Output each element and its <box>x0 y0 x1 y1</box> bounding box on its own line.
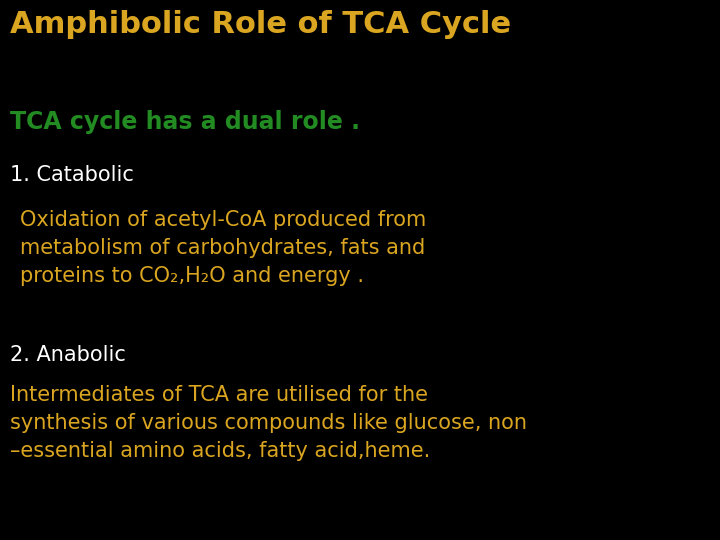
Text: Intermediates of TCA are utilised for the
synthesis of various compounds like gl: Intermediates of TCA are utilised for th… <box>10 385 527 461</box>
Text: Oxidation of acetyl-CoA produced from
metabolism of carbohydrates, fats and
prot: Oxidation of acetyl-CoA produced from me… <box>20 210 426 286</box>
Text: Amphibolic Role of TCA Cycle: Amphibolic Role of TCA Cycle <box>10 10 511 39</box>
Text: 2. Anabolic: 2. Anabolic <box>10 345 126 365</box>
Text: 1. Catabolic: 1. Catabolic <box>10 165 134 185</box>
Text: TCA cycle has a dual role .: TCA cycle has a dual role . <box>10 110 360 134</box>
